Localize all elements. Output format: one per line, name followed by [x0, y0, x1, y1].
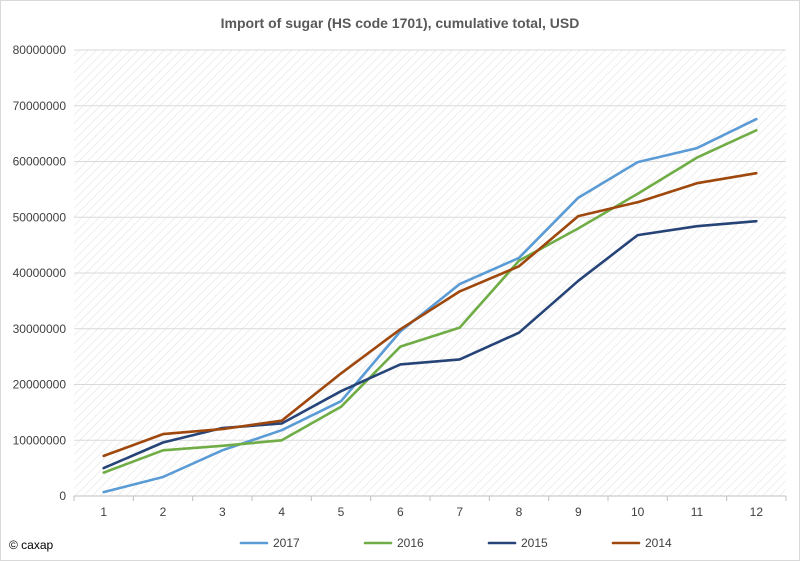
y-tick-label: 20000000 — [13, 378, 67, 392]
x-tick-label: 12 — [750, 505, 764, 519]
x-tick-label: 5 — [338, 505, 345, 519]
series-line-2016 — [102, 129, 758, 474]
x-tick-label: 9 — [575, 505, 582, 519]
legend-label-2014: 2014 — [645, 536, 672, 550]
y-tick-label: 30000000 — [13, 322, 67, 336]
x-tick-label: 6 — [397, 505, 404, 519]
y-tick-label: 40000000 — [13, 266, 67, 280]
series-line-2017 — [102, 117, 758, 494]
y-tick-label: 80000000 — [13, 43, 67, 57]
x-tick-label: 3 — [219, 505, 226, 519]
legend-label-2017: 2017 — [273, 536, 300, 550]
x-tick-label: 1 — [100, 505, 107, 519]
legend: 2017 2016 2015 2014 — [239, 536, 672, 550]
series-line-2014 — [102, 171, 758, 458]
chart-title: Import of sugar (HS code 1701), cumulati… — [221, 15, 580, 31]
y-tick-label: 10000000 — [13, 433, 67, 447]
y-tick-label: 70000000 — [13, 99, 67, 113]
x-tick-label: 4 — [278, 505, 285, 519]
x-tick-label: 7 — [456, 505, 463, 519]
legend-label-2015: 2015 — [521, 536, 548, 550]
series-lines — [102, 117, 758, 494]
y-tick-label: 0 — [59, 489, 66, 503]
y-tick-label: 50000000 — [13, 210, 67, 224]
x-tick-label: 10 — [631, 505, 645, 519]
credit-text: © caxap — [9, 538, 54, 552]
x-axis: 1 2 3 4 5 6 7 8 9 10 11 12 — [73, 496, 787, 519]
x-tick-label: 2 — [160, 505, 167, 519]
x-tick-label: 8 — [516, 505, 523, 519]
y-tick-label: 60000000 — [13, 155, 67, 169]
legend-label-2016: 2016 — [397, 536, 424, 550]
y-axis: 0 10000000 20000000 30000000 40000000 5000000… — [13, 43, 67, 503]
x-tick-label: 11 — [691, 505, 704, 519]
